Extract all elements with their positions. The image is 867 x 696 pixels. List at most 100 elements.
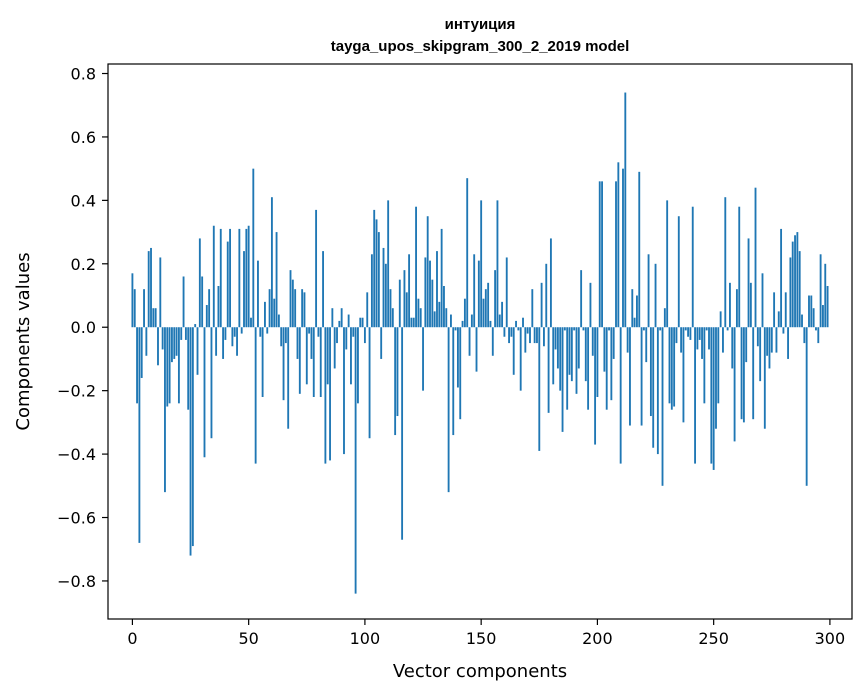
- bar: [682, 327, 685, 423]
- bar: [236, 327, 238, 356]
- bar: [150, 247, 152, 328]
- bar: [777, 311, 780, 328]
- bar: [503, 327, 506, 337]
- bar: [261, 327, 264, 397]
- bar: [675, 327, 678, 344]
- bar: [373, 209, 376, 328]
- bar: [715, 327, 717, 429]
- bar: [484, 289, 487, 328]
- y-tick-label: 0.4: [71, 191, 96, 210]
- bar: [191, 327, 194, 547]
- bar: [752, 327, 755, 420]
- x-tick-label: 200: [582, 629, 613, 648]
- bar: [210, 327, 213, 439]
- bar: [215, 327, 218, 356]
- bar: [498, 314, 501, 328]
- bar: [138, 327, 141, 543]
- bar: [601, 181, 603, 328]
- bar: [568, 327, 571, 375]
- bar: [773, 292, 776, 328]
- bar: [698, 327, 701, 340]
- bar: [687, 327, 690, 337]
- bar: [680, 327, 683, 353]
- bar: [363, 327, 366, 344]
- bar: [229, 228, 231, 328]
- bar: [584, 327, 587, 382]
- x-tick-label: 150: [466, 629, 497, 648]
- bar: [475, 327, 478, 372]
- bar: [422, 327, 424, 391]
- bar: [317, 327, 320, 337]
- bar: [673, 327, 676, 407]
- bar: [612, 327, 615, 359]
- bar: [398, 279, 401, 328]
- bar: [273, 298, 276, 328]
- bar: [184, 327, 187, 340]
- bar: [677, 216, 680, 328]
- bar: [354, 327, 357, 594]
- y-tick-label: 0.2: [71, 255, 96, 274]
- bar: [366, 292, 369, 328]
- bar: [198, 238, 201, 328]
- bar: [529, 327, 531, 344]
- bar: [494, 270, 497, 328]
- bar: [445, 308, 448, 328]
- bar: [245, 228, 248, 328]
- bar: [182, 276, 185, 328]
- bar: [808, 295, 810, 328]
- bar: [401, 327, 404, 540]
- bar: [140, 327, 143, 378]
- bar: [652, 327, 655, 448]
- bar: [382, 247, 385, 328]
- bar: [133, 289, 136, 328]
- bar: [177, 327, 180, 404]
- x-axis-label: Vector components: [393, 661, 567, 682]
- bar: [370, 254, 373, 328]
- bar: [696, 327, 699, 350]
- bar: [819, 254, 822, 328]
- bar: [322, 251, 324, 328]
- bar: [519, 327, 522, 391]
- y-tick-label: −0.6: [57, 509, 96, 528]
- bar: [352, 327, 355, 337]
- bar: [454, 327, 457, 331]
- bar: [582, 327, 585, 331]
- bar: [642, 327, 645, 331]
- bar: [798, 251, 801, 328]
- bar: [768, 327, 771, 369]
- bar: [238, 228, 241, 328]
- bar: [668, 327, 671, 404]
- bar: [303, 292, 306, 328]
- bar: [331, 308, 334, 328]
- bar: [270, 197, 273, 328]
- bar: [591, 327, 594, 356]
- bar: [805, 327, 808, 486]
- y-tick-label: −0.2: [57, 382, 96, 401]
- bar: [526, 327, 529, 334]
- bar: [608, 327, 610, 331]
- bar: [822, 305, 824, 328]
- bar: [747, 238, 750, 328]
- bar: [649, 327, 652, 417]
- bar: [415, 206, 417, 328]
- bar: [631, 289, 634, 328]
- bar: [147, 251, 150, 328]
- bar: [343, 327, 345, 455]
- bar: [508, 327, 510, 344]
- bar: [412, 317, 415, 328]
- bar: [312, 327, 315, 397]
- bar: [161, 327, 164, 350]
- bar: [538, 327, 541, 451]
- bar: [638, 171, 641, 328]
- bar: [231, 327, 234, 347]
- bar: [554, 327, 557, 350]
- bar: [624, 92, 627, 328]
- bar: [456, 327, 459, 388]
- bar: [203, 327, 206, 458]
- bar: [266, 327, 269, 334]
- bar: [452, 327, 455, 436]
- bar: [738, 206, 741, 328]
- bar: [489, 320, 492, 328]
- bar: [157, 327, 159, 366]
